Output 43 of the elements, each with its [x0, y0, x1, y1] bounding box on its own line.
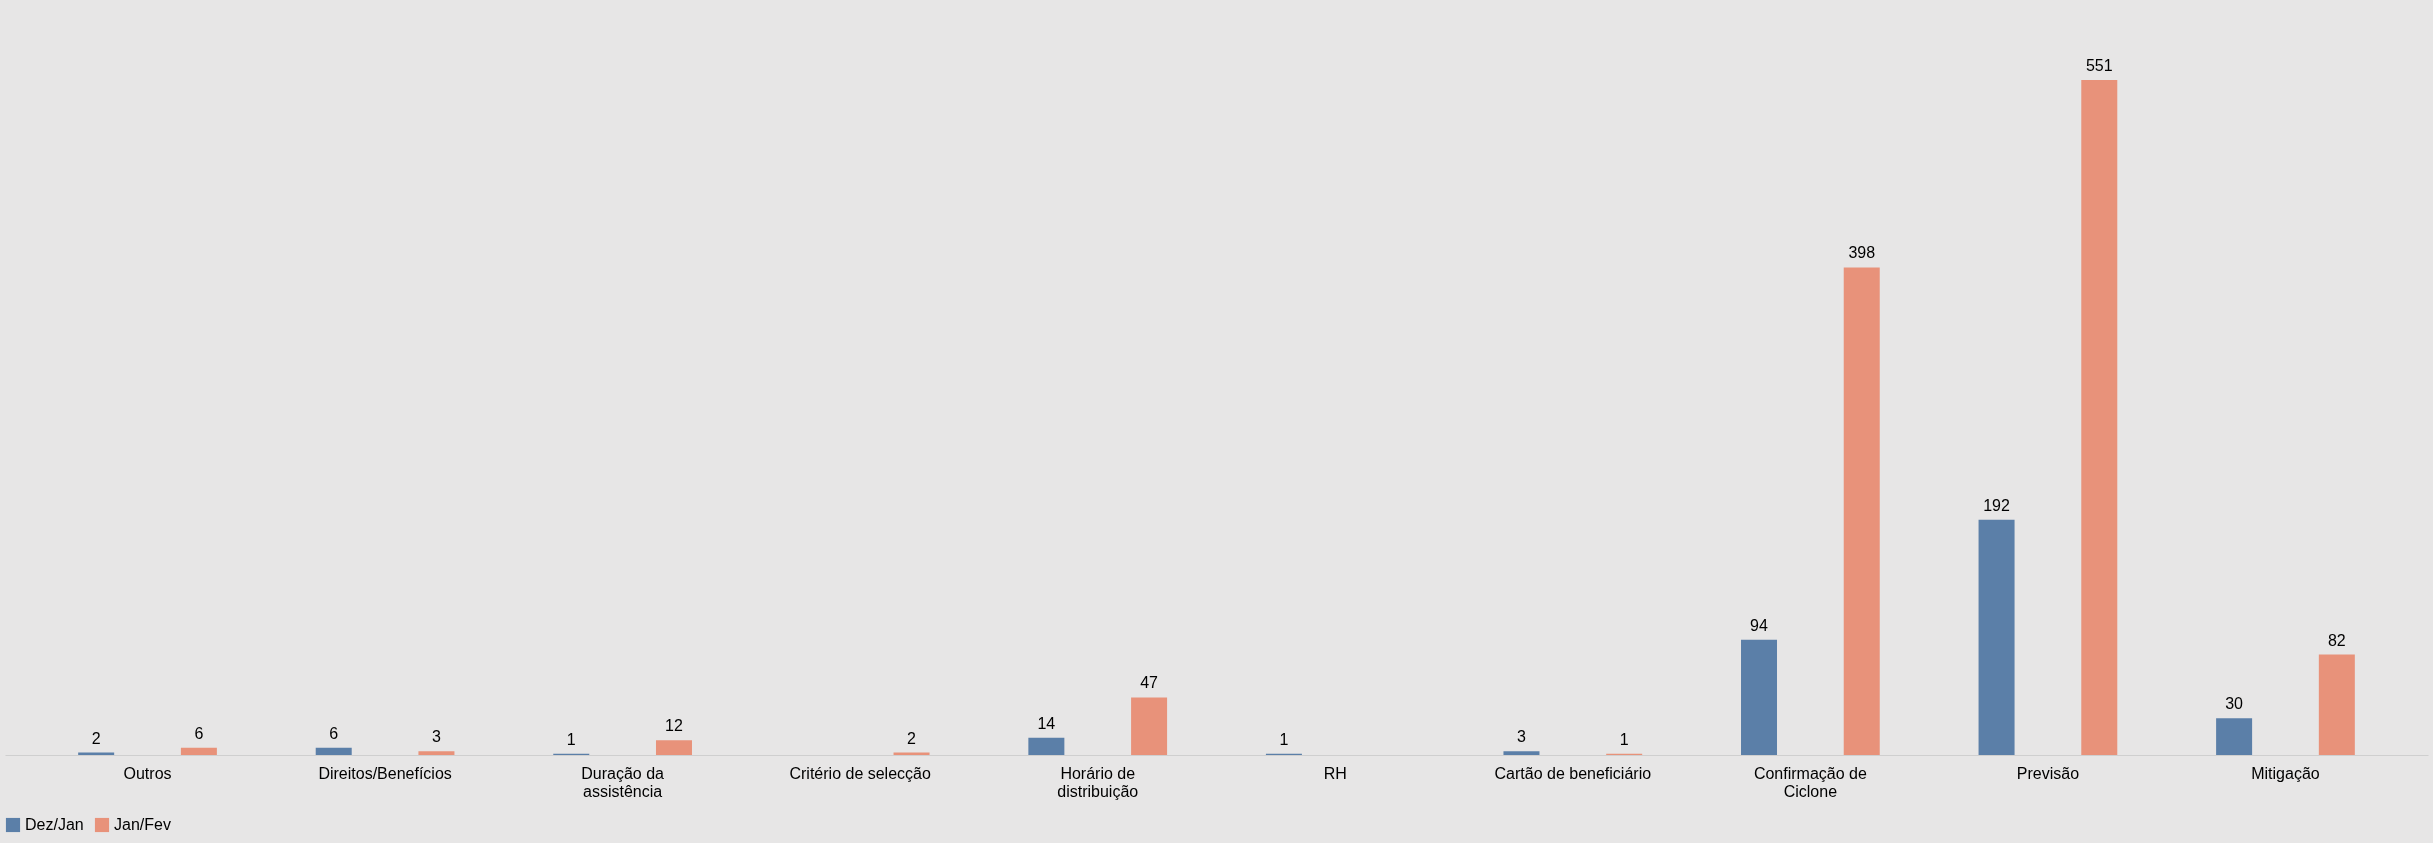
bar	[2318, 654, 2355, 755]
bar	[1843, 267, 1880, 755]
data-label: 3	[1517, 728, 1527, 746]
bar	[655, 740, 692, 755]
x-tick-label: Horário de distribuição	[1057, 764, 1139, 800]
bar	[1503, 751, 1540, 755]
data-label: 1	[566, 730, 576, 748]
data-label: 2	[91, 729, 101, 747]
bar	[1028, 737, 1065, 755]
bar	[2216, 718, 2253, 755]
data-label: 94	[1750, 616, 1769, 634]
legend-label: Dez/Jan	[25, 816, 84, 833]
data-label: 47	[1140, 674, 1159, 692]
x-tick-label: Mitigação	[2251, 764, 2320, 782]
data-label: 6	[194, 724, 204, 742]
bar	[315, 747, 352, 755]
legend-label: Jan/Fev	[114, 816, 171, 833]
data-label: 6	[329, 724, 339, 742]
data-label: 551	[2085, 57, 2113, 75]
data-label: 3	[431, 728, 441, 746]
bar	[2081, 80, 2118, 755]
x-tick-label: Duração da assistência	[581, 764, 665, 800]
bar	[418, 751, 455, 755]
data-label: 14	[1037, 714, 1056, 732]
x-tick-label: Outros	[123, 764, 172, 782]
data-label: 12	[665, 717, 683, 735]
data-label: 1	[1619, 730, 1629, 748]
bar	[1131, 697, 1168, 755]
x-tick-label: Previsão	[2016, 764, 2080, 782]
data-label: 192	[1983, 496, 2010, 514]
bar	[180, 747, 217, 755]
data-label: 30	[2225, 695, 2244, 713]
x-tick-label: RH	[1323, 764, 1347, 782]
data-label: 398	[1848, 244, 1876, 262]
data-label: 2	[907, 729, 917, 747]
bar	[1978, 519, 2015, 755]
x-tick-label: Critério de selecção	[789, 764, 931, 782]
bar	[1741, 639, 1778, 755]
x-tick-label: Confirmação de Ciclone	[1753, 764, 1867, 800]
x-tick-label: Cartão de beneficiário	[1494, 764, 1652, 782]
x-tick-label: Direitos/Benefícios	[318, 764, 452, 782]
data-label: 82	[2327, 631, 2346, 649]
data-label: 1	[1279, 730, 1289, 748]
